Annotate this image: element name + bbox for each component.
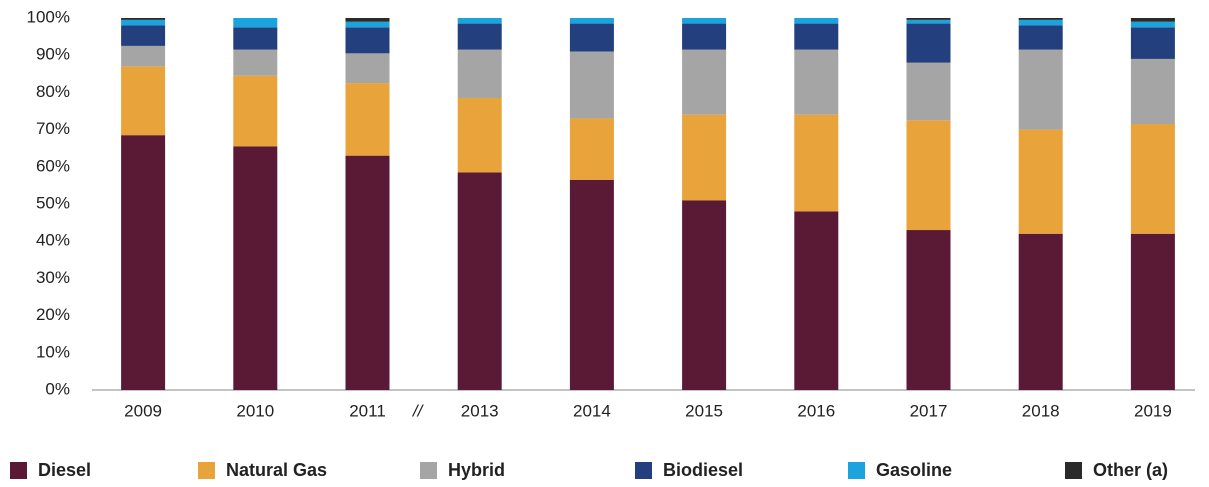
bar-segment bbox=[457, 97, 502, 173]
bar-segment bbox=[233, 27, 278, 50]
bar-segment bbox=[906, 62, 951, 121]
bar-segment bbox=[1130, 21, 1175, 28]
axis-break: // bbox=[412, 401, 425, 420]
y-tick-label: 60% bbox=[36, 156, 70, 175]
bar-segment bbox=[233, 49, 278, 76]
bar-segment bbox=[1018, 129, 1063, 234]
bar-segment bbox=[457, 23, 502, 50]
bar-segment bbox=[233, 18, 278, 28]
legend-swatch bbox=[420, 462, 437, 479]
bar-segment bbox=[569, 18, 614, 24]
x-tick-label: 2017 bbox=[910, 401, 948, 420]
bar-segment bbox=[569, 51, 614, 119]
legend-swatch bbox=[198, 462, 215, 479]
y-tick-label: 100% bbox=[27, 7, 70, 26]
bar-segment bbox=[345, 18, 390, 22]
bar-segment bbox=[121, 25, 166, 46]
legend-label: Natural Gas bbox=[226, 460, 327, 480]
bar-segment bbox=[1018, 233, 1063, 390]
bar-segment bbox=[345, 155, 390, 390]
bar-segment bbox=[121, 19, 166, 26]
legend-swatch bbox=[1065, 462, 1082, 479]
x-tick-label: 2013 bbox=[461, 401, 499, 420]
legend-label: Other (a) bbox=[1093, 460, 1168, 480]
bar-segment bbox=[457, 49, 502, 98]
y-tick-label: 20% bbox=[36, 305, 70, 324]
bar-segment bbox=[457, 172, 502, 390]
bar-segment bbox=[345, 83, 390, 156]
bar-segment bbox=[794, 49, 839, 115]
bar-segment bbox=[1130, 233, 1175, 390]
legend-label: Gasoline bbox=[876, 460, 952, 480]
x-tick-label: 2015 bbox=[685, 401, 723, 420]
x-tick-label: 2011 bbox=[349, 401, 386, 420]
bar-segment bbox=[906, 19, 951, 24]
bar-segment bbox=[121, 45, 166, 67]
bar-segment bbox=[233, 75, 278, 147]
bar-segment bbox=[345, 21, 390, 28]
bar-segment bbox=[1018, 18, 1063, 20]
bar-segment bbox=[121, 66, 166, 136]
x-tick-label: 2018 bbox=[1022, 401, 1060, 420]
y-tick-label: 10% bbox=[36, 342, 70, 361]
y-tick-label: 50% bbox=[36, 193, 70, 212]
bar-segment bbox=[1018, 49, 1063, 130]
legend-label: Hybrid bbox=[448, 460, 505, 480]
bar-segment bbox=[682, 23, 727, 50]
bar-segment bbox=[121, 18, 166, 20]
legend-swatch bbox=[848, 462, 865, 479]
x-tick-label: 2019 bbox=[1134, 401, 1172, 420]
bar-segment bbox=[233, 146, 278, 390]
x-tick-label: 2010 bbox=[236, 401, 274, 420]
bar-segment bbox=[1018, 25, 1063, 50]
bar-segment bbox=[569, 23, 614, 52]
legend-swatch bbox=[10, 462, 27, 479]
bar-segment bbox=[794, 114, 839, 212]
bar-segment bbox=[682, 18, 727, 24]
bar-segment bbox=[1130, 18, 1175, 22]
bar-segment bbox=[569, 179, 614, 390]
bar-segment bbox=[906, 18, 951, 20]
bar-segment bbox=[569, 118, 614, 180]
bar-segment bbox=[1130, 124, 1175, 234]
bar-segment bbox=[794, 23, 839, 50]
legend-swatch bbox=[635, 462, 652, 479]
bar-segment bbox=[794, 211, 839, 390]
y-tick-label: 80% bbox=[36, 82, 70, 101]
bar-segment bbox=[1018, 19, 1063, 26]
bar-segment bbox=[682, 114, 727, 201]
bar-segment bbox=[1130, 27, 1175, 59]
bar-segment bbox=[682, 49, 727, 115]
legend-label: Biodiesel bbox=[663, 460, 743, 480]
bar-segment bbox=[682, 200, 727, 390]
legend-label: Diesel bbox=[38, 460, 91, 480]
bar-segment bbox=[121, 135, 166, 390]
y-tick-label: 40% bbox=[36, 231, 70, 250]
bar-segment bbox=[794, 18, 839, 24]
x-tick-label: 2014 bbox=[573, 401, 611, 420]
x-tick-label: 2016 bbox=[797, 401, 835, 420]
bar-segment bbox=[906, 120, 951, 231]
y-tick-label: 30% bbox=[36, 268, 70, 287]
y-tick-label: 0% bbox=[45, 379, 70, 398]
bar-segment bbox=[906, 23, 951, 63]
y-tick-label: 90% bbox=[36, 45, 70, 64]
bar-segment bbox=[345, 53, 390, 84]
bar-segment bbox=[457, 18, 502, 24]
bar-segment bbox=[345, 27, 390, 54]
bar-segment bbox=[906, 230, 951, 390]
bar-segment bbox=[1130, 58, 1175, 125]
x-tick-label: 2009 bbox=[124, 401, 162, 420]
y-tick-label: 70% bbox=[36, 119, 70, 138]
